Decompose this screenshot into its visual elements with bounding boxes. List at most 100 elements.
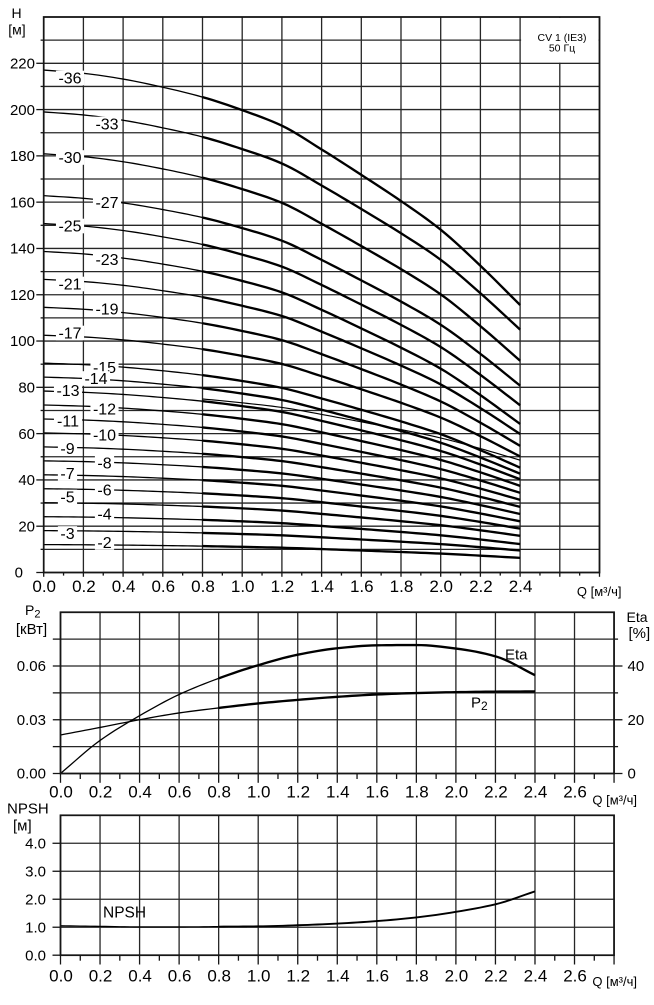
svg-text:0.0: 0.0 [49, 782, 73, 801]
svg-text:3.0: 3.0 [25, 863, 46, 880]
svg-text:80: 80 [18, 380, 35, 397]
svg-text:2.2: 2.2 [469, 577, 493, 596]
svg-text:-21: -21 [58, 277, 81, 294]
svg-text:[%]: [%] [629, 625, 651, 642]
svg-text:1.6: 1.6 [365, 967, 389, 986]
svg-text:[м]: [м] [8, 21, 25, 37]
svg-text:1.4: 1.4 [326, 967, 350, 986]
svg-text:-11: -11 [57, 414, 79, 431]
svg-text:-6: -6 [97, 483, 111, 500]
svg-text:1.0: 1.0 [247, 782, 271, 801]
svg-text:0.2: 0.2 [89, 782, 113, 801]
svg-text:0.6: 0.6 [168, 782, 192, 801]
svg-text:1.8: 1.8 [405, 782, 429, 801]
svg-text:1.0: 1.0 [25, 919, 46, 936]
svg-text:0.4: 0.4 [128, 967, 152, 986]
svg-text:0.0: 0.0 [49, 967, 73, 986]
svg-text:-30: -30 [58, 150, 81, 167]
svg-text:0: 0 [15, 565, 23, 582]
svg-text:-7: -7 [60, 466, 74, 483]
svg-text:1.6: 1.6 [350, 577, 374, 596]
svg-text:2.0: 2.0 [445, 782, 469, 801]
svg-text:-25: -25 [58, 219, 81, 236]
svg-text:-5: -5 [60, 490, 74, 507]
svg-text:-12: -12 [93, 402, 116, 419]
svg-text:160: 160 [10, 194, 35, 211]
svg-text:0.2: 0.2 [72, 577, 96, 596]
svg-text:-9: -9 [60, 441, 74, 458]
svg-text:-2: -2 [97, 535, 111, 552]
svg-text:2.0: 2.0 [429, 577, 453, 596]
svg-text:0.6: 0.6 [151, 577, 175, 596]
svg-text:-36: -36 [58, 71, 81, 88]
svg-text:2.2: 2.2 [484, 967, 508, 986]
svg-text:0.0: 0.0 [25, 947, 46, 964]
svg-text:2.6: 2.6 [563, 967, 587, 986]
svg-text:Q [м³/ч]: Q [м³/ч] [577, 584, 622, 599]
svg-text:-23: -23 [95, 252, 118, 269]
svg-text:0.2: 0.2 [89, 967, 113, 986]
svg-text:180: 180 [10, 148, 35, 165]
svg-text:NPSH: NPSH [103, 905, 146, 922]
svg-text:1.2: 1.2 [271, 577, 295, 596]
svg-text:1.2: 1.2 [286, 967, 310, 986]
svg-text:-4: -4 [97, 507, 111, 524]
svg-text:Eta: Eta [627, 609, 648, 625]
svg-text:-27: -27 [95, 195, 118, 212]
svg-text:1.0: 1.0 [247, 967, 271, 986]
svg-text:50 Гц: 50 Гц [549, 43, 575, 55]
svg-text:-3: -3 [60, 526, 74, 543]
svg-text:0.06: 0.06 [17, 658, 46, 675]
svg-text:1.8: 1.8 [405, 967, 429, 986]
svg-text:100: 100 [10, 333, 35, 350]
svg-text:H: H [11, 5, 21, 21]
svg-text:2.4: 2.4 [524, 967, 548, 986]
svg-text:-13: -13 [56, 383, 79, 400]
svg-text:60: 60 [18, 426, 35, 443]
svg-text:220: 220 [10, 55, 35, 72]
svg-text:4.0: 4.0 [25, 835, 46, 852]
svg-text:Q [м³/ч]: Q [м³/ч] [592, 974, 637, 989]
svg-text:-19: -19 [95, 302, 118, 319]
svg-text:0.6: 0.6 [168, 967, 192, 986]
svg-text:1.4: 1.4 [310, 577, 334, 596]
svg-text:2.0: 2.0 [25, 891, 46, 908]
svg-text:NPSH: NPSH [7, 801, 49, 818]
svg-text:CV 1 (IE3): CV 1 (IE3) [537, 32, 586, 44]
svg-text:0.03: 0.03 [17, 712, 46, 729]
svg-text:P2: P2 [471, 694, 488, 713]
svg-text:1.2: 1.2 [286, 782, 310, 801]
svg-text:0.0: 0.0 [32, 577, 56, 596]
svg-text:-8: -8 [97, 456, 111, 473]
svg-text:0.8: 0.8 [207, 967, 231, 986]
svg-text:40: 40 [628, 658, 645, 675]
svg-text:20: 20 [628, 712, 645, 729]
svg-text:40: 40 [18, 472, 35, 489]
svg-text:Eta: Eta [505, 646, 528, 663]
svg-text:120: 120 [10, 287, 35, 304]
svg-text:0.8: 0.8 [207, 782, 231, 801]
svg-text:Q [м³/ч]: Q [м³/ч] [592, 792, 637, 807]
svg-text:2.2: 2.2 [484, 782, 508, 801]
svg-text:-17: -17 [58, 326, 81, 343]
svg-text:200: 200 [10, 102, 35, 119]
svg-text:2.4: 2.4 [524, 782, 548, 801]
svg-text:0: 0 [628, 766, 636, 783]
svg-text:-10: -10 [93, 427, 116, 444]
svg-text:0.8: 0.8 [191, 577, 215, 596]
svg-text:[кВт]: [кВт] [16, 621, 47, 638]
svg-text:1.0: 1.0 [231, 577, 255, 596]
svg-text:140: 140 [10, 241, 35, 258]
svg-text:20: 20 [18, 518, 35, 535]
svg-text:-14: -14 [84, 371, 107, 388]
svg-text:0.4: 0.4 [128, 782, 152, 801]
svg-text:-33: -33 [95, 117, 118, 134]
svg-text:0.00: 0.00 [17, 766, 46, 783]
svg-text:1.4: 1.4 [326, 782, 350, 801]
svg-text:1.6: 1.6 [365, 782, 389, 801]
svg-text:0.4: 0.4 [112, 577, 136, 596]
svg-text:[м]: [м] [13, 817, 32, 834]
svg-text:2.0: 2.0 [445, 967, 469, 986]
svg-text:2.6: 2.6 [563, 782, 587, 801]
svg-text:1.8: 1.8 [390, 577, 414, 596]
